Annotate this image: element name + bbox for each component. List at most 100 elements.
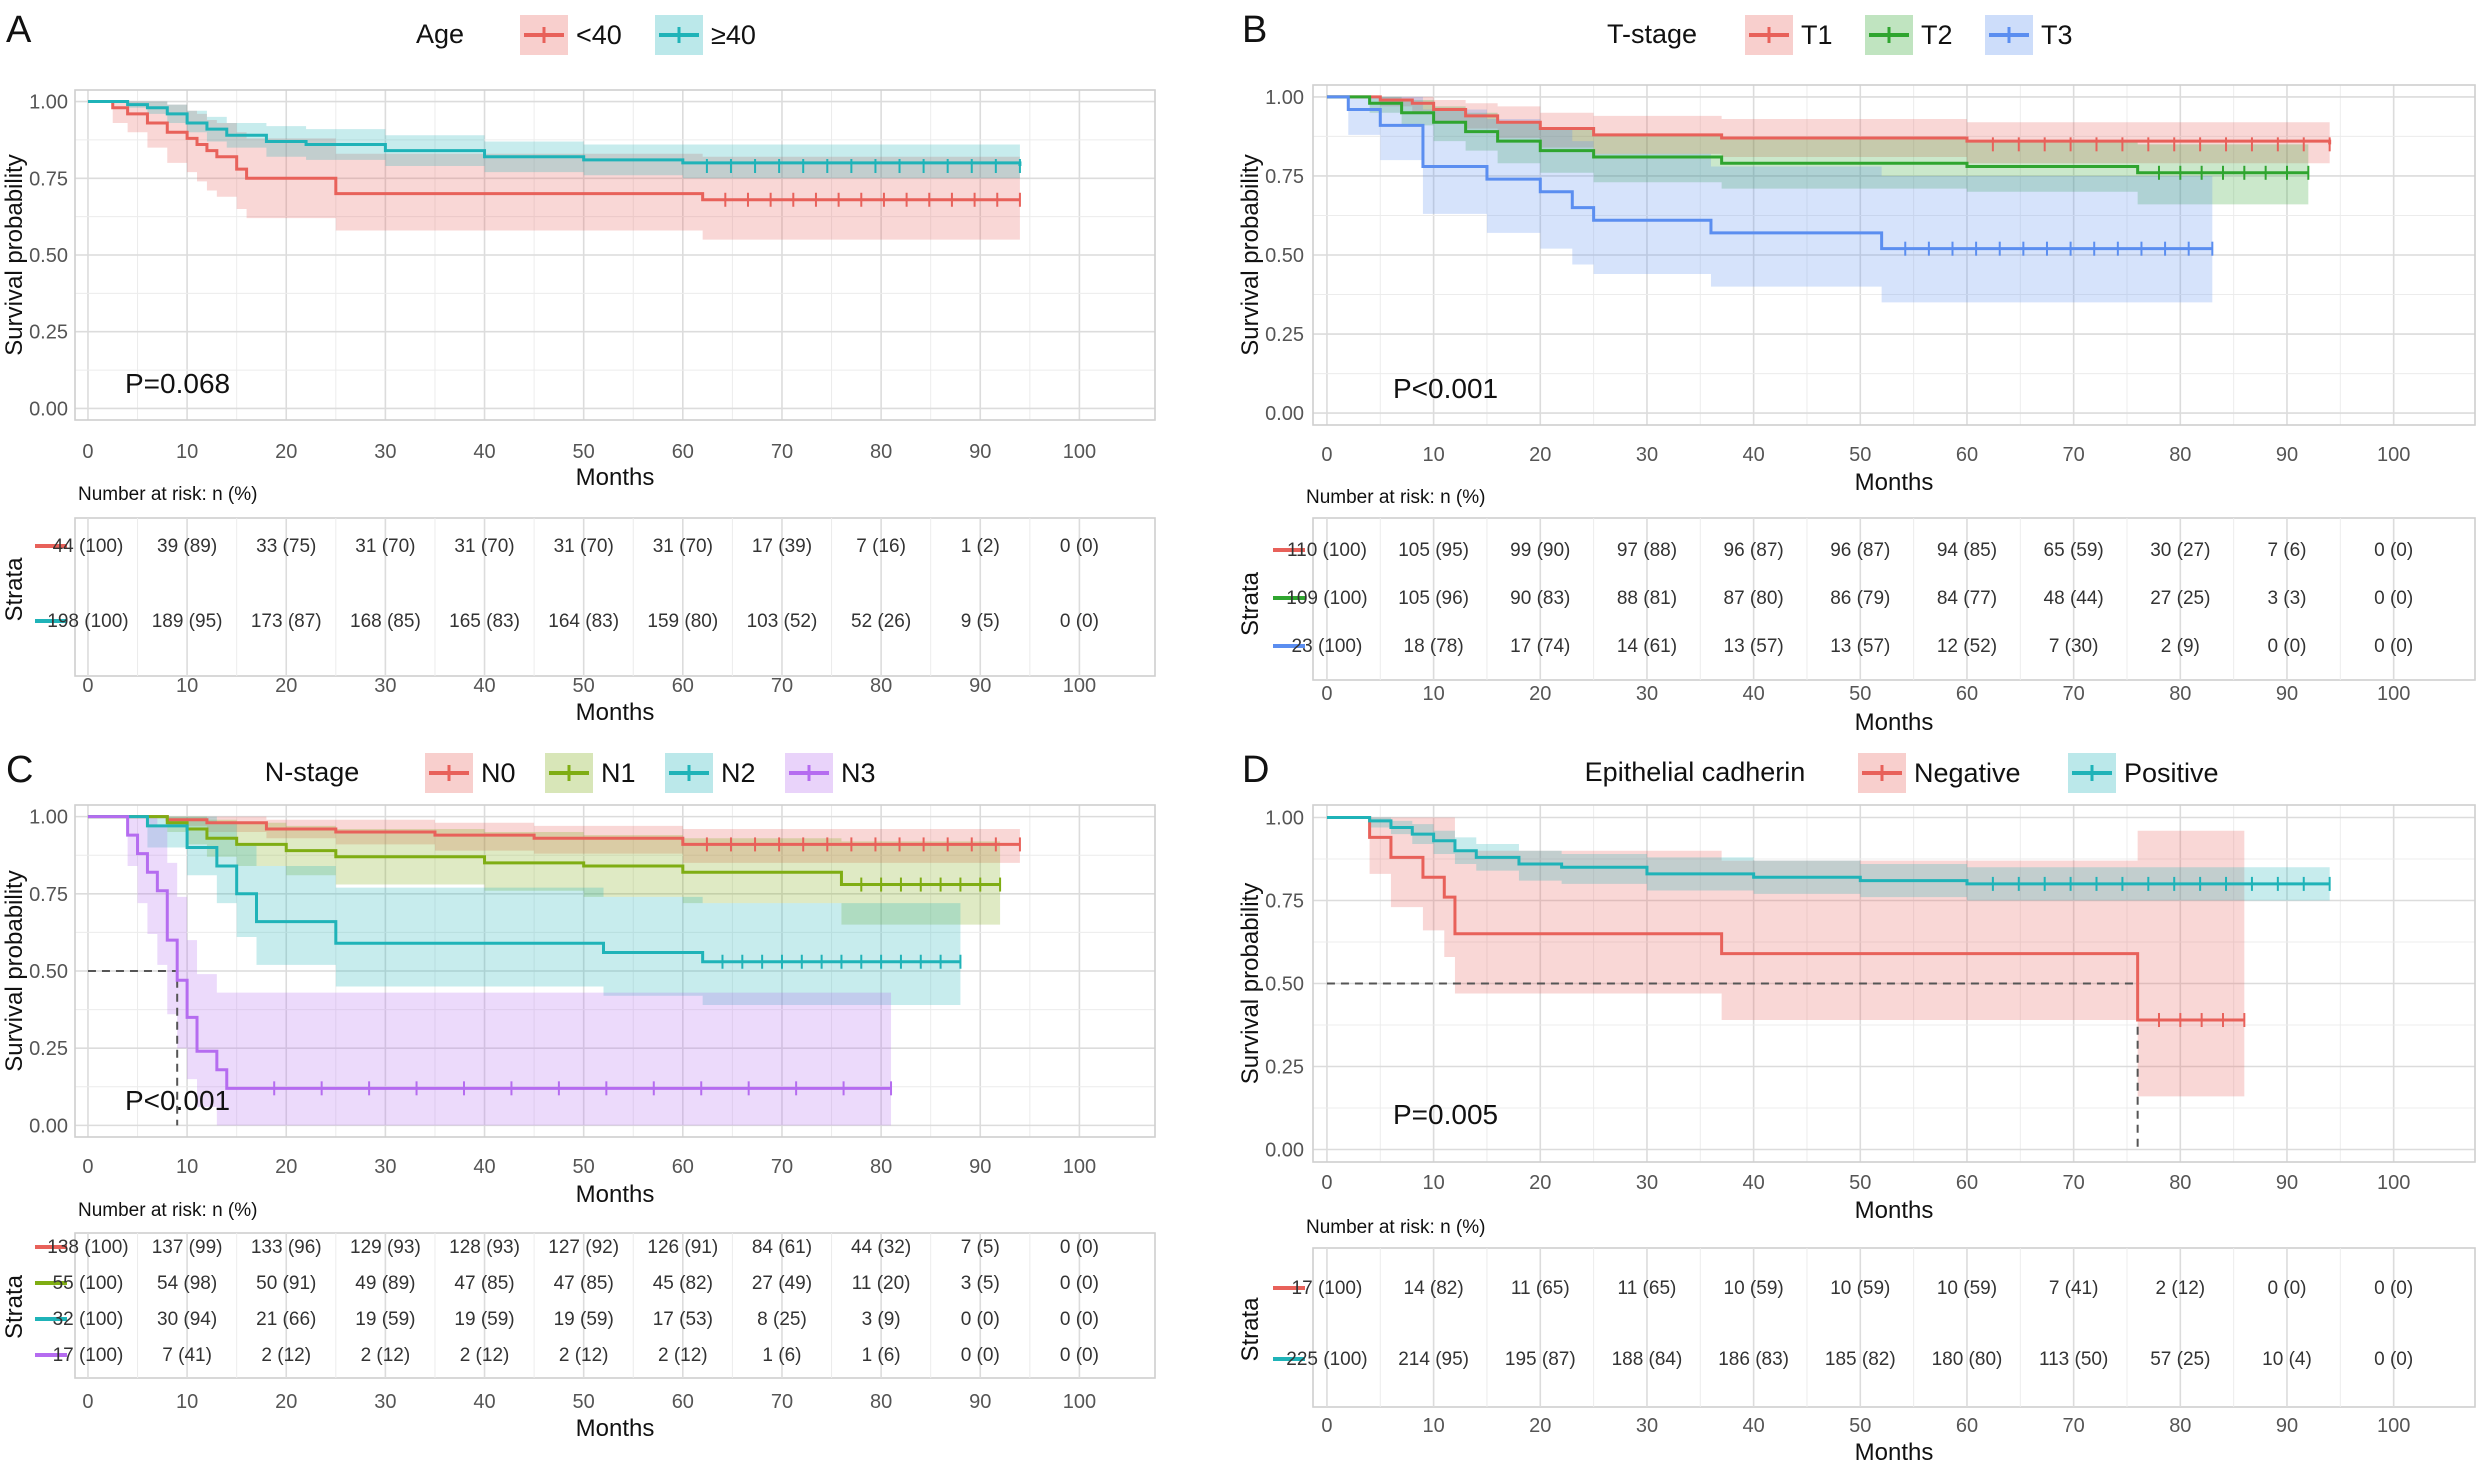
risk-cell: 129 (93) <box>350 1237 421 1258</box>
x-tick-label: 60 <box>1956 444 1978 466</box>
risk-cell: 189 (95) <box>152 611 223 632</box>
y-tick-label: 1.00 <box>1265 87 1304 109</box>
x-tick-label: 90 <box>969 441 991 463</box>
y-tick-label: 0.00 <box>1265 1140 1304 1162</box>
risk-x-tick-label: 70 <box>771 675 793 697</box>
risk-cell: 17 (74) <box>1510 636 1570 657</box>
panel-a: A 0.00 0.25 0.50 0.75 1.00 0 10 20 30 40 50 60 70 80 90… <box>1 9 1156 726</box>
y-axis-title: Survival probability <box>1237 154 1264 355</box>
risk-cell: 0 (0) <box>2374 1278 2413 1299</box>
panel-letter: A <box>6 9 32 51</box>
x-tick-label: 10 <box>176 1156 198 1178</box>
x-tick-label: 0 <box>82 441 93 463</box>
risk-cell: 3 (3) <box>2267 588 2306 609</box>
risk-x-tick-label: 10 <box>1422 683 1444 705</box>
risk-x-tick-label: 10 <box>176 1391 198 1413</box>
risk-cell: 52 (26) <box>851 611 911 632</box>
risk-cell: 90 (83) <box>1510 588 1570 609</box>
y-tick-label: 0.50 <box>29 961 68 983</box>
x-tick-label: 30 <box>1636 1172 1658 1194</box>
risk-cell: 138 (100) <box>47 1237 128 1258</box>
ci-band-3 <box>87 816 892 1126</box>
risk-cell: 31 (70) <box>454 536 514 557</box>
risk-cell: 48 (44) <box>2044 588 2104 609</box>
risk-x-tick-label: 50 <box>573 1391 595 1413</box>
risk-cell: 30 (94) <box>157 1309 217 1330</box>
survival-curve-1 <box>87 100 1022 166</box>
x-tick-label: 40 <box>473 1156 495 1178</box>
panel-c: C 0.00 0.25 0.50 0.75 1.00 0 10 20 30 40 50 60 70 80 90… <box>1 749 1156 1442</box>
risk-cell: 2 (12) <box>658 1345 708 1366</box>
x-tick-label: 90 <box>2276 444 2298 466</box>
legend-label: N2 <box>721 758 756 788</box>
x-tick-label: 80 <box>870 1156 892 1178</box>
risk-cell: 45 (82) <box>653 1273 713 1294</box>
survival-curve-0 <box>87 100 1020 202</box>
risk-cell: 137 (99) <box>152 1237 223 1258</box>
y-tick-label: 0.75 <box>1265 166 1304 188</box>
x-tick-label: 90 <box>2276 1172 2298 1194</box>
x-tick-label: 0 <box>82 1156 93 1178</box>
legend-label: T2 <box>1921 20 1953 50</box>
risk-table-title: Number at risk: n (%) <box>1306 1217 1485 1238</box>
y-tick-label: 1.00 <box>29 92 68 114</box>
risk-x-tick-label: 50 <box>573 675 595 697</box>
p-value-label: P=0.068 <box>125 368 230 399</box>
x-tick-label: 50 <box>573 441 595 463</box>
x-tick-label: 30 <box>374 1156 396 1178</box>
plot-frame <box>1312 84 2476 426</box>
risk-cell: 12 (52) <box>1937 636 1997 657</box>
risk-cell: 31 (70) <box>554 536 614 557</box>
y-tick-label: 0.75 <box>29 884 68 906</box>
risk-cell: 39 (89) <box>157 536 217 557</box>
risk-cell: 17 (100) <box>1292 1278 1363 1299</box>
y-tick-label: 0.25 <box>1265 324 1304 346</box>
risk-table-frame <box>74 517 1156 677</box>
risk-cell: 27 (49) <box>752 1273 812 1294</box>
risk-cell: 126 (91) <box>647 1237 718 1258</box>
panel-letter: D <box>1242 749 1269 791</box>
x-tick-label: 100 <box>2377 444 2410 466</box>
risk-cell: 7 (41) <box>162 1345 212 1366</box>
y-tick-label: 0.25 <box>29 322 68 344</box>
y-tick-label: 0.75 <box>29 168 68 190</box>
risk-x-tick-label: 60 <box>672 675 694 697</box>
x-tick-label: 50 <box>573 1156 595 1178</box>
y-axis-title: Survival probability <box>1 870 28 1071</box>
y-tick-label: 1.00 <box>1265 807 1304 829</box>
risk-x-tick-label: 0 <box>82 675 93 697</box>
risk-cell: 10 (4) <box>2262 1349 2312 1370</box>
risk-cell: 27 (25) <box>2150 588 2210 609</box>
panel-d: D 0.00 0.25 0.50 0.75 1.00 0 10 20 30 40 50 60 70 80 90… <box>1237 749 2476 1464</box>
risk-cell: 14 (82) <box>1404 1278 1464 1299</box>
risk-cell: 0 (0) <box>2374 588 2413 609</box>
risk-x-tick-label: 40 <box>473 1391 495 1413</box>
risk-cell: 10 (59) <box>1830 1278 1890 1299</box>
y-tick-label: 0.50 <box>29 245 68 267</box>
risk-cell: 198 (100) <box>47 611 128 632</box>
risk-cell: 109 (100) <box>1286 588 1367 609</box>
x-tick-label: 70 <box>771 441 793 463</box>
risk-cell: 2 (12) <box>559 1345 609 1366</box>
risk-strata-label: Strata <box>1237 571 1264 636</box>
risk-cell: 17 (39) <box>752 536 812 557</box>
risk-cell: 47 (85) <box>454 1273 514 1294</box>
legend-label: T3 <box>2041 20 2073 50</box>
risk-x-tick-label: 20 <box>1529 683 1551 705</box>
risk-cell: 17 (100) <box>53 1345 124 1366</box>
risk-strata-label: Strata <box>1 557 28 622</box>
risk-cell: 57 (25) <box>2150 1349 2210 1370</box>
risk-cell: 97 (88) <box>1617 540 1677 561</box>
y-axis-title: Survival probability <box>1 154 28 355</box>
risk-x-axis-title: Months <box>576 699 655 726</box>
risk-cell: 1 (2) <box>961 536 1000 557</box>
risk-x-tick-label: 100 <box>2377 1415 2410 1437</box>
legend-key-1: T2 <box>1865 15 1953 55</box>
x-tick-label: 40 <box>1743 1172 1765 1194</box>
risk-cell: 128 (93) <box>449 1237 520 1258</box>
x-tick-label: 60 <box>672 441 694 463</box>
risk-table-title: Number at risk: n (%) <box>78 484 257 505</box>
risk-cell: 87 (80) <box>1724 588 1784 609</box>
risk-x-tick-label: 60 <box>672 1391 694 1413</box>
legend-label: T1 <box>1801 20 1833 50</box>
